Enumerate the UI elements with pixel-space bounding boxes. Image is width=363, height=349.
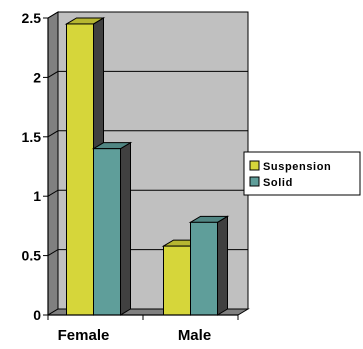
bar (163, 245, 191, 316)
plot-side-wall (47, 11, 59, 316)
gridline (47, 11, 248, 19)
bar (93, 148, 121, 316)
x-tick-label: Male (178, 327, 211, 344)
gridline (47, 70, 248, 78)
legend-label: Suspension (263, 161, 331, 173)
legend: Suspension Solid (243, 151, 361, 196)
bar (66, 23, 94, 316)
gridline (47, 189, 248, 197)
y-tick-label: 2.5 (22, 10, 42, 26)
gridline (47, 130, 248, 138)
legend-box (243, 151, 361, 196)
y-tick-label: 0.5 (22, 248, 42, 264)
legend-swatch (249, 176, 260, 187)
bar-side (217, 215, 228, 316)
legend-label: Solid (263, 177, 293, 189)
legend-swatch (249, 160, 260, 171)
y-tick-label: 2 (33, 69, 41, 85)
y-tick-label: 1 (33, 188, 41, 204)
bar (190, 221, 218, 316)
y-tick-label: 0 (33, 307, 41, 323)
y-tick-label: 1.5 (22, 129, 42, 145)
x-tick-label: Female (58, 327, 110, 344)
bar-side (120, 141, 131, 316)
